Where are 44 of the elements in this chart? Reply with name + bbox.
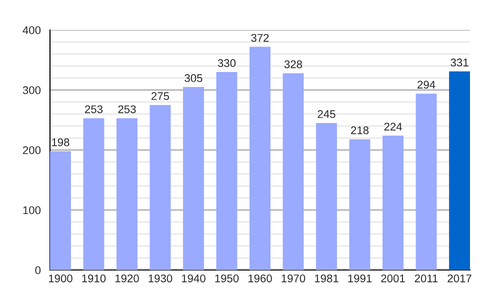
y-tick-label: 300	[22, 86, 41, 94]
x-tick-label: 1950	[215, 274, 239, 282]
data-label: 245	[318, 110, 336, 118]
data-label: 218	[351, 126, 369, 134]
x-tick-label: 1910	[82, 274, 106, 282]
x-tick-label: 1930	[148, 274, 172, 282]
bar	[116, 118, 138, 270]
data-label: 330	[218, 59, 236, 68]
y-tick-label: 0	[35, 266, 41, 274]
x-tick-label: 1991	[348, 274, 372, 282]
y-tick-label: 100	[23, 206, 41, 214]
data-label: 253	[85, 105, 103, 114]
data-label: 305	[184, 74, 202, 82]
data-label: 275	[152, 92, 170, 100]
x-tick-label: 1900	[48, 274, 72, 282]
bar	[282, 73, 304, 270]
data-label: 253	[118, 105, 136, 114]
bar	[316, 123, 337, 270]
bar	[83, 118, 104, 270]
data-label: 331	[450, 58, 468, 66]
bar	[183, 87, 204, 270]
data-label: 224	[384, 122, 402, 131]
data-label: 198	[52, 138, 70, 146]
bar	[150, 105, 171, 270]
x-tick-label: 1960	[248, 274, 272, 282]
bar	[50, 151, 71, 270]
x-tick-label: 2011	[414, 274, 438, 282]
y-tick-label: 200	[22, 146, 41, 154]
data-label: 294	[418, 80, 436, 89]
y-tick-label: 400	[22, 26, 41, 34]
bar	[449, 71, 470, 270]
x-tick-label: 1940	[182, 274, 206, 282]
data-label: 372	[251, 34, 269, 42]
x-tick-label: 1981	[315, 274, 338, 282]
bar	[382, 136, 404, 270]
x-tick-label: 2017	[448, 274, 472, 282]
bar	[349, 139, 370, 270]
data-label: 328	[284, 60, 302, 68]
x-tick-label: 2001	[381, 274, 405, 282]
x-tick-label: 1920	[115, 274, 139, 282]
bar	[216, 72, 238, 270]
bar	[250, 46, 270, 270]
x-tick-label: 1970	[282, 274, 306, 282]
bar	[416, 94, 437, 270]
